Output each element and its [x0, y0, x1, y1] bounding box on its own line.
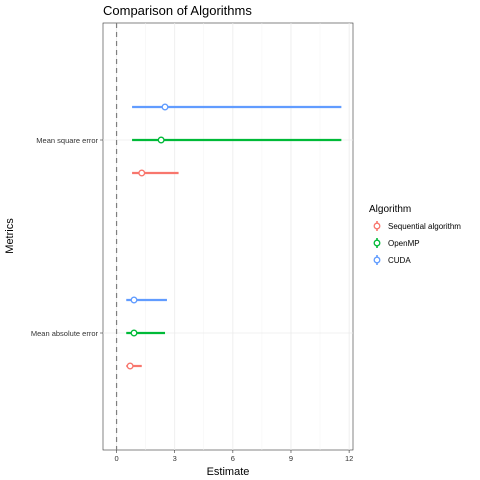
error-ranges — [126, 103, 342, 370]
estimate-point — [126, 362, 134, 370]
estimate-point — [138, 169, 146, 177]
legend-key-point — [373, 222, 381, 230]
y-axis-title: Metrics — [4, 218, 16, 254]
x-axis: 0 3 6 9 12 — [114, 450, 353, 463]
legend-title: Algorithm — [369, 204, 411, 215]
legend-label: OpenMP — [388, 239, 420, 248]
estimate-point — [130, 329, 138, 337]
legend: Algorithm Sequential algorithm OpenMP CUDA — [369, 204, 461, 265]
legend-label: CUDA — [388, 256, 411, 265]
x-tick-label: 0 — [114, 454, 118, 463]
plot-panel-border — [102, 22, 354, 451]
legend-key — [373, 255, 381, 265]
estimate-point — [161, 103, 169, 111]
estimate-point — [130, 296, 138, 304]
legend-key-point — [373, 256, 381, 264]
legend-key-point — [373, 239, 381, 247]
x-tick-label: 9 — [289, 454, 293, 463]
legend-key — [373, 238, 381, 248]
legend-label: Sequential algorithm — [388, 222, 461, 231]
y-tick-label: Mean absolute error — [31, 329, 99, 338]
estimate-point — [157, 136, 165, 144]
chart-title: Comparison of Algorithms — [103, 3, 252, 18]
x-tick-label: 6 — [231, 454, 235, 463]
x-tick-label: 12 — [345, 454, 353, 463]
y-axis: Mean absolute error Mean square error — [31, 136, 103, 338]
x-axis-title: Estimate — [207, 466, 250, 478]
y-tick-label: Mean square error — [36, 136, 98, 145]
legend-key — [373, 221, 381, 231]
plot-panel — [102, 22, 354, 451]
x-tick-label: 3 — [173, 454, 177, 463]
